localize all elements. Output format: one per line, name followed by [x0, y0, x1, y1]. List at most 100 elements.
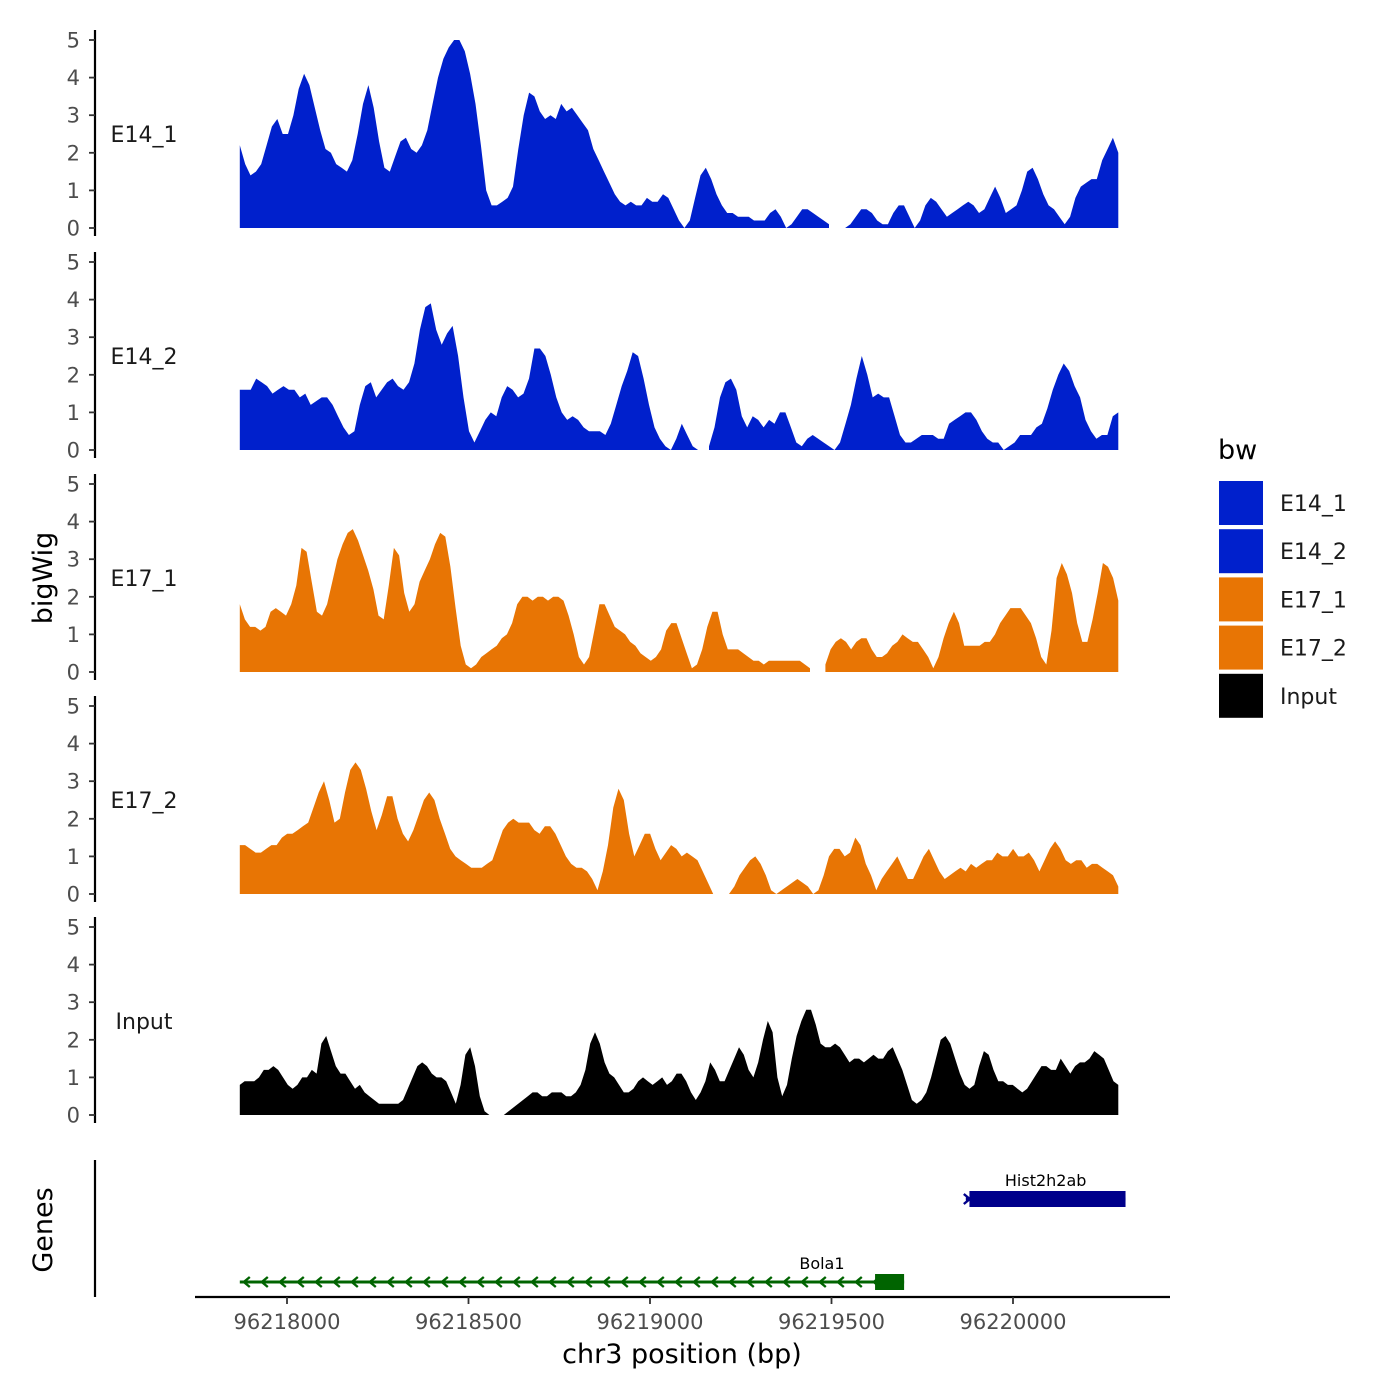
x-tick-label: 96218000: [234, 1310, 341, 1334]
y-tick-label: 2: [67, 807, 80, 831]
y-tick-label: 1: [67, 845, 80, 869]
gene-exon: [969, 1191, 1126, 1207]
gene-bola1: Bola1: [239, 1254, 905, 1290]
track-e17-2: 0 1 2 3 4 5 E17_2: [67, 695, 1119, 907]
strand-arrow: [547, 1276, 557, 1288]
gene-panel: Bola1 Hist2h2ab: [93, 1160, 1126, 1297]
legend-label: E14_1: [1280, 492, 1347, 517]
y-tick-label: 0: [67, 1104, 80, 1128]
y-tick-label: 2: [67, 363, 80, 387]
track-label: E17_2: [111, 789, 178, 814]
y-tick-label: 4: [67, 510, 80, 534]
strand-arrow: [853, 1276, 863, 1288]
strand-arrow: [421, 1276, 431, 1288]
y-tick-label: 0: [67, 439, 80, 463]
y-tick-label: 0: [67, 883, 80, 907]
y-tick-label: 1: [67, 401, 80, 425]
legend-swatch: [1219, 673, 1263, 718]
coverage-area: [239, 40, 830, 228]
strand-arrow: [781, 1276, 791, 1288]
strand-arrow: [799, 1276, 809, 1288]
coverage-area: [239, 762, 714, 894]
legend-swatch: [1219, 577, 1263, 622]
y-tick-label: 5: [67, 473, 80, 497]
legend-label: Input: [1280, 685, 1337, 710]
legend-label: E17_1: [1280, 588, 1347, 613]
coverage-area: [729, 837, 1119, 894]
strand-arrow: [583, 1276, 593, 1288]
strand-arrow: [475, 1276, 485, 1288]
coverage-area: [709, 356, 1119, 450]
strand-arrow: [385, 1276, 395, 1288]
y-axis-title-genes: Genes: [28, 1187, 59, 1272]
y-tick-label: 4: [67, 66, 80, 90]
strand-arrow: [565, 1276, 575, 1288]
y-tick-label: 5: [67, 251, 80, 275]
gene-label: Bola1: [799, 1254, 844, 1273]
x-axis-title: chr3 position (bp): [562, 1339, 802, 1370]
legend-swatch: [1219, 481, 1263, 525]
strand-arrow: [619, 1276, 629, 1288]
legend-label: E14_2: [1280, 540, 1347, 565]
y-tick-label: 4: [67, 732, 80, 756]
y-tick-label: 4: [67, 953, 80, 977]
x-tick-label: 96219000: [597, 1310, 704, 1334]
strand-arrow: [331, 1276, 341, 1288]
track-e14-2: 0 1 2 3 4 5 E14_2: [67, 251, 1119, 463]
coverage-area: [239, 1036, 490, 1115]
coverage-area: [239, 529, 811, 672]
x-tick-label: 96219500: [778, 1310, 885, 1334]
strand-arrow: [277, 1276, 287, 1288]
strand-arrow: [439, 1276, 449, 1288]
y-tick-label: 1: [67, 623, 80, 647]
strand-arrow: [493, 1276, 503, 1288]
y-tick-label: 5: [67, 29, 80, 53]
track-label: E14_2: [111, 345, 178, 370]
coverage-area: [845, 137, 1119, 228]
y-tick-label: 3: [67, 548, 80, 572]
coverage-area: [825, 563, 1119, 672]
strand-arrow: [601, 1276, 611, 1288]
y-tick-label: 2: [67, 141, 80, 165]
gene-label: Hist2h2ab: [1005, 1171, 1087, 1190]
strand-arrow: [403, 1276, 413, 1288]
y-tick-label: 0: [67, 217, 80, 241]
gene-hist2h2ab: Hist2h2ab: [963, 1171, 1126, 1207]
strand-arrow: [529, 1276, 539, 1288]
legend-title: bw: [1218, 435, 1257, 466]
strand-arrow: [295, 1276, 305, 1288]
y-tick-label: 1: [67, 1066, 80, 1090]
legend-swatch: [1219, 625, 1263, 670]
strand-arrow: [691, 1276, 701, 1288]
strand-arrow: [763, 1276, 773, 1288]
strand-arrow: [637, 1276, 647, 1288]
strand-arrow: [313, 1276, 323, 1288]
y-tick-label: 3: [67, 991, 80, 1015]
track-e14-1: 0 1 2 3 4 5 E14_1: [67, 29, 1119, 241]
coverage-area: [239, 303, 699, 450]
y-tick-label: 5: [67, 695, 80, 719]
strand-arrow: [655, 1276, 665, 1288]
strand-arrow: [259, 1276, 269, 1288]
y-tick-label: 3: [67, 104, 80, 128]
x-axis: 96218000 96218500 96219000 96219500 96220000: [195, 1295, 1170, 1334]
track-label: E17_1: [111, 567, 178, 592]
track-e17-1: 0 1 2 3 4 5 E17_1: [67, 473, 1119, 685]
strand-arrow: [835, 1276, 845, 1288]
strand-arrow: [367, 1276, 377, 1288]
x-tick-label: 96220000: [960, 1310, 1067, 1334]
strand-arrow: [745, 1276, 755, 1288]
strand-arrow: [727, 1276, 737, 1288]
y-tick-label: 2: [67, 1028, 80, 1052]
legend-label: E17_2: [1280, 637, 1347, 662]
y-tick-label: 1: [67, 179, 80, 203]
y-axis-title-bigwig: bigWig: [28, 532, 59, 625]
track-panels: 0 1 2 3 4 5 E14_1 0 1 2 3 4 5 E14_2 0 1 2 3 4 5 E17_1 0 1 2 3 4 5 E…: [67, 29, 1119, 1128]
strand-arrow: [511, 1276, 521, 1288]
legend: bw E14_1 E14_2 E17_1 E17_2 Input: [1218, 435, 1347, 718]
y-tick-label: 3: [67, 326, 80, 350]
strand-arrow: [241, 1276, 251, 1288]
strand-arrow: [817, 1276, 827, 1288]
y-tick-label: 5: [67, 916, 80, 940]
